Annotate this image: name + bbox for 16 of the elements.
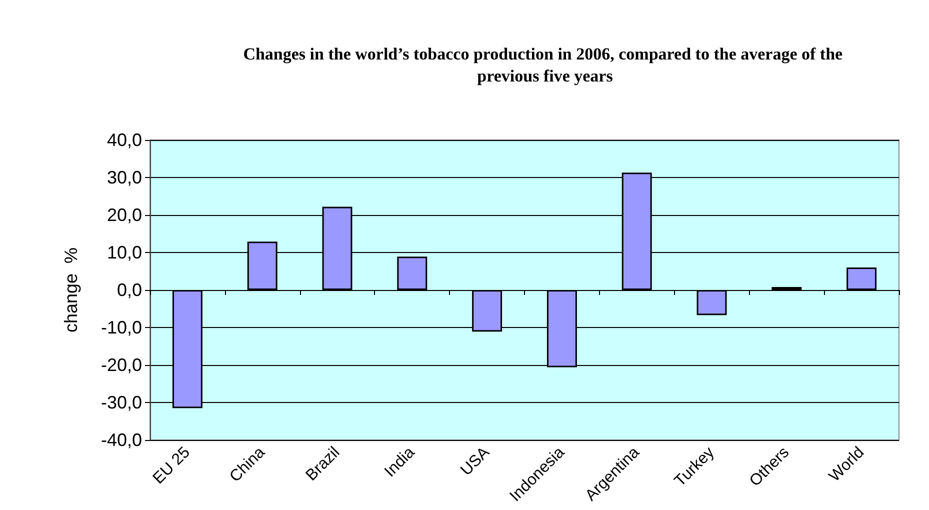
y-tick-label: 20,0: [106, 205, 142, 225]
chart-title: Changes in the world’s tobacco production in 2006, compared to the average of the previous five years: [243, 44, 847, 86]
bar: [846, 268, 877, 290]
y-tick-label: -10,0: [100, 318, 142, 338]
bar: [696, 290, 727, 316]
bar: [397, 256, 428, 290]
y-tick-label: 10,0: [106, 242, 142, 262]
x-tick-label: EU 25: [150, 444, 194, 488]
y-tick-label: 0,0: [116, 280, 142, 300]
y-tick-label: -20,0: [100, 355, 142, 375]
y-axis-title: change %: [61, 247, 81, 333]
y-tick-label: -30,0: [100, 392, 142, 412]
x-tick-label: USA: [458, 444, 494, 480]
y-tick-label: -40,0: [100, 430, 142, 450]
y-tick-label: 40,0: [106, 130, 142, 150]
y-tick-label: 30,0: [106, 168, 142, 188]
